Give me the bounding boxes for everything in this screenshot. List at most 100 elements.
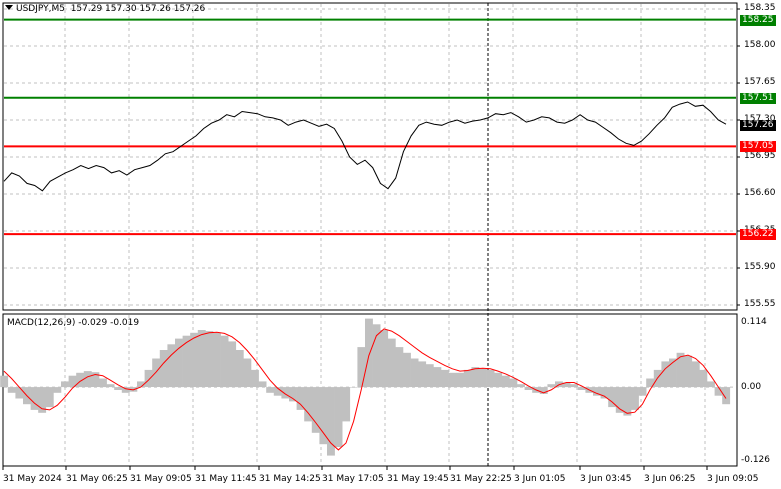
macd-bar [615, 387, 624, 413]
level-lines[interactable] [4, 18, 736, 236]
macd-axis-bottom: -0.126 [741, 455, 771, 465]
macd-bar [463, 369, 472, 387]
macd-bar [486, 369, 495, 387]
macd-bar [403, 352, 411, 388]
macd-bar [296, 387, 305, 410]
macd-bar [220, 335, 229, 388]
macd-bar [235, 350, 244, 388]
time-axis-label: 3 Jun 09:05 [707, 474, 759, 484]
price-axis-label: 158.00 [744, 40, 776, 50]
macd-histogram [0, 318, 731, 456]
price-axis-label: 157.30 [744, 114, 776, 124]
macd-bar [456, 372, 465, 388]
macd-bar [722, 387, 731, 405]
time-axis-label: 31 May 2024 [3, 474, 62, 484]
macd-bar [684, 355, 693, 388]
macd-bar [7, 387, 16, 393]
macd-bar [205, 331, 214, 387]
level-badge: 156.22 [740, 229, 776, 241]
macd-bar [342, 387, 351, 422]
price-axis-label: 158.35 [744, 3, 776, 13]
time-axis-label: 31 May 14:25 [259, 474, 321, 484]
macd-bar [30, 387, 39, 410]
macd-bar [509, 378, 518, 388]
macd-bar [273, 387, 282, 396]
macd-bar [577, 387, 586, 390]
macd-label: MACD(12,26,9) -0.029 -0.019 [7, 318, 140, 328]
time-axis-label: 3 Jun 01:05 [514, 474, 566, 484]
time-axis-label: 31 May 22:25 [450, 474, 512, 484]
macd-bar [593, 387, 601, 396]
macd-bar [327, 387, 335, 456]
macd-bar [91, 372, 100, 387]
macd-bar [311, 387, 320, 433]
macd-bar [661, 361, 670, 388]
time-axis-label: 31 May 17:05 [322, 474, 384, 484]
macd-bar [159, 350, 168, 388]
macd-bar [61, 381, 69, 388]
macd-bar [676, 352, 685, 388]
macd-bar [547, 384, 556, 388]
macd-bar [524, 387, 533, 390]
macd-bar [448, 372, 457, 388]
collapse-triangle-icon[interactable] [5, 5, 13, 10]
time-axis-label: 3 Jun 06:25 [644, 474, 696, 484]
macd-bar [15, 387, 24, 399]
macd-bar [357, 347, 366, 388]
macd-bar [137, 381, 145, 388]
macd-bar [425, 364, 434, 387]
macd-bar [190, 332, 199, 387]
macd-bar [289, 387, 297, 402]
macd-bar [699, 369, 708, 387]
macd-bar [197, 330, 206, 388]
price-axis-label: 155.90 [744, 262, 776, 272]
macd-bar [501, 375, 510, 388]
macd-bar [707, 381, 715, 388]
macd-bar [410, 358, 419, 387]
macd-bar [243, 358, 252, 387]
macd-bar [106, 384, 115, 388]
macd-bar [99, 378, 107, 388]
macd-bar [182, 335, 191, 388]
macd-bar [387, 338, 396, 388]
macd-bar [395, 347, 404, 388]
ohlc-values: 157.29 157.30 157.26 157.26 [70, 4, 206, 14]
time-axis-label: 31 May 06:25 [66, 474, 128, 484]
macd-bar [175, 338, 183, 388]
macd-bar [334, 387, 343, 447]
macd-bar [365, 318, 373, 388]
level-badge: 157.05 [740, 141, 776, 153]
macd-axis-zero: 0.00 [741, 382, 762, 392]
macd-bar [144, 369, 153, 387]
macd-bar [714, 387, 723, 396]
macd-bar [608, 387, 617, 408]
macd-bar [349, 387, 358, 388]
macd-bar [570, 384, 579, 388]
macd-bar [471, 367, 480, 388]
symbol-label: USDJPY,M5 [16, 4, 65, 14]
macd-bar [372, 324, 381, 388]
macd-bar [539, 387, 548, 394]
macd-bar [638, 387, 647, 396]
macd-bar [517, 384, 525, 388]
time-axis-label: 31 May 11:45 [195, 474, 257, 484]
macd-bar [45, 387, 54, 408]
macd-axis-top: 0.114 [741, 317, 767, 327]
macd-bar [76, 372, 85, 388]
time-axis-label: 3 Jun 03:45 [580, 474, 632, 484]
macd-bar [380, 330, 389, 388]
price-axis-label: 156.95 [744, 151, 776, 161]
level-badge: 157.51 [740, 92, 776, 104]
macd-bar [600, 387, 609, 399]
macd-bar [691, 361, 700, 388]
macd-bar [121, 387, 130, 393]
price-axis-label: 157.65 [744, 77, 776, 87]
current-price-badge: 157.26 [740, 120, 776, 131]
macd-bar [441, 369, 449, 387]
price-axis-label: 156.60 [744, 188, 776, 198]
price-axis-label: 155.55 [744, 299, 776, 309]
macd-signal-line [3, 328, 727, 451]
macd-bar [281, 387, 290, 399]
macd-bar [669, 358, 677, 387]
